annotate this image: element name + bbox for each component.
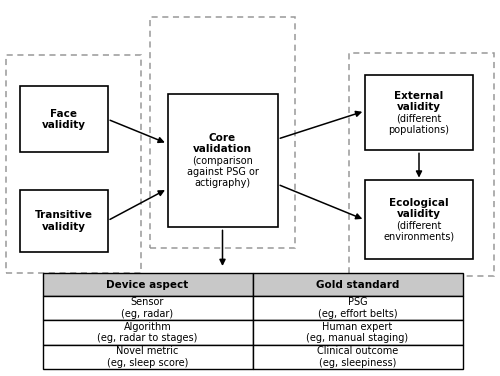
Text: Clinical outcome: Clinical outcome <box>317 346 398 356</box>
Text: validity: validity <box>397 209 441 219</box>
Text: (different: (different <box>396 221 442 230</box>
Text: validity: validity <box>42 120 86 130</box>
Text: (different: (different <box>396 114 442 123</box>
Text: validity: validity <box>397 102 441 112</box>
Text: (eg, sleep score): (eg, sleep score) <box>107 358 188 368</box>
Text: Core: Core <box>209 133 236 143</box>
Text: (eg, radar to stages): (eg, radar to stages) <box>98 333 198 343</box>
Text: (eg, effort belts): (eg, effort belts) <box>318 309 398 319</box>
Text: validity: validity <box>42 221 86 232</box>
Text: Transitive: Transitive <box>35 210 93 220</box>
Bar <box>42 345 252 369</box>
Text: (comparison: (comparison <box>192 156 253 166</box>
Bar <box>6 55 141 273</box>
Text: Novel metric: Novel metric <box>116 346 178 356</box>
Bar <box>252 273 462 296</box>
Bar <box>42 320 252 345</box>
Text: actigraphy): actigraphy) <box>194 178 250 188</box>
Bar <box>252 320 462 345</box>
Text: (eg, radar): (eg, radar) <box>122 309 174 319</box>
Bar <box>349 53 494 276</box>
Bar <box>168 94 278 227</box>
Bar <box>42 296 252 320</box>
Bar <box>20 86 108 152</box>
Text: validation: validation <box>193 144 252 155</box>
Text: against PSG or: against PSG or <box>186 167 258 177</box>
Bar <box>365 75 472 150</box>
Bar <box>365 180 472 259</box>
Text: Device aspect: Device aspect <box>106 280 188 290</box>
Text: environments): environments) <box>383 232 454 242</box>
Text: PSG: PSG <box>348 297 368 308</box>
Text: Human expert: Human expert <box>322 322 392 332</box>
Bar <box>252 345 462 369</box>
Text: (eg, manual staging): (eg, manual staging) <box>306 333 408 343</box>
Bar <box>20 190 108 252</box>
Text: Ecological: Ecological <box>389 198 448 208</box>
Text: Algorithm: Algorithm <box>124 322 172 332</box>
Text: populations): populations) <box>388 125 449 135</box>
Text: (eg, sleepiness): (eg, sleepiness) <box>319 358 396 368</box>
Bar <box>150 17 295 248</box>
Bar <box>42 273 252 296</box>
Bar <box>252 296 462 320</box>
Text: External: External <box>394 91 444 101</box>
Text: Sensor: Sensor <box>131 297 164 308</box>
Text: Gold standard: Gold standard <box>316 280 399 290</box>
Text: Face: Face <box>50 109 77 119</box>
